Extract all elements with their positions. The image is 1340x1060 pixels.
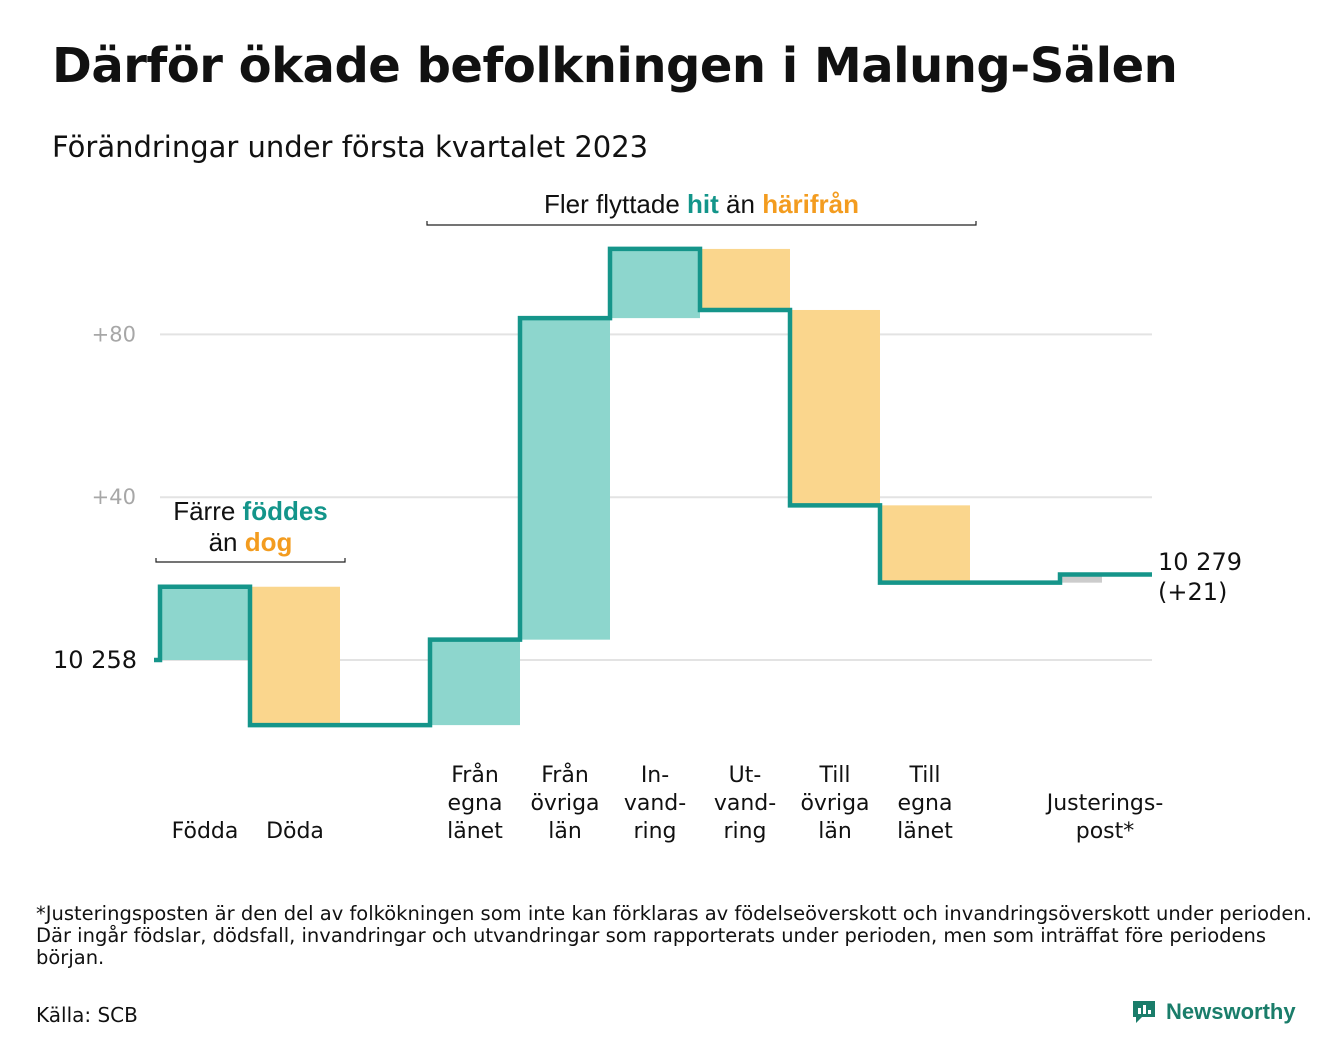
category-label: egna: [898, 791, 953, 816]
annotation-segment: härifrån: [762, 189, 859, 219]
waterfall-chart: +40 +80 Födda Döda Från egna länet Från övriga l…: [53, 189, 1242, 844]
category-label: post*: [1076, 819, 1135, 844]
start-value-label: 10 258: [53, 646, 137, 674]
cumulative-step-line: [154, 246, 1152, 728]
brand[interactable]: Newsworthy: [1130, 998, 1296, 1026]
annotation-segment: än: [719, 189, 762, 219]
category-label: Till: [818, 763, 850, 788]
category-label: vand-: [714, 791, 776, 816]
footnote: *Justeringsposten är den del av folkökni…: [36, 902, 1312, 969]
bar-outflow: [250, 586, 340, 726]
category-label: Från: [541, 762, 589, 788]
annotation-bracket: [155, 558, 346, 563]
annotation-text: än dog: [209, 527, 293, 557]
annotation-segment: Fler flyttade: [544, 189, 687, 219]
category-labels: Födda Döda Från egna länet Från övriga län In-va…: [172, 762, 1164, 844]
category-label: länet: [447, 819, 503, 844]
end-value-label: 10 279: [1158, 548, 1242, 576]
y-tick-label: +80: [92, 322, 136, 346]
bar-outflow: [700, 248, 790, 310]
annotation-segment: dog: [245, 527, 293, 557]
bars: [160, 248, 1102, 726]
category-label: länet: [897, 819, 953, 844]
bar-inflow: [520, 318, 610, 640]
annotation-text: Färre föddes: [173, 496, 328, 526]
chart-title: Därför ökade befolkningen i Malung-Sälen: [52, 38, 1178, 94]
annotation-text: Fler flyttade hit än härifrån: [544, 189, 859, 219]
bar-outflow: [880, 505, 970, 583]
source-note: Källa: SCB: [36, 1003, 138, 1027]
category-label: ring: [723, 819, 766, 844]
category-label: egna: [448, 791, 503, 816]
category-label: övriga: [530, 791, 599, 816]
newsworthy-logo-icon: [1133, 1001, 1155, 1023]
annotation-segment: föddes: [243, 496, 328, 526]
category-label: Döda: [266, 819, 324, 844]
y-tick-labels: +40 +80: [92, 322, 136, 509]
annotation-segment: Färre: [173, 496, 242, 526]
category-label: In-: [641, 763, 669, 788]
bar-adjustment: [1062, 574, 1102, 583]
category-label: län: [818, 819, 852, 844]
category-label: län: [548, 819, 582, 844]
chart-subtitle: Förändringar under första kvartalet 2023: [52, 130, 649, 164]
end-change-label: (+21): [1158, 578, 1227, 606]
category-label: Födda: [172, 819, 239, 844]
bar-inflow: [430, 639, 520, 726]
category-label: ring: [633, 819, 676, 844]
bar-inflow: [610, 248, 700, 319]
bar-outflow: [790, 309, 880, 506]
category-label: Justerings-: [1045, 791, 1164, 816]
annotation-segment: än: [209, 527, 245, 557]
category-label: vand-: [624, 791, 686, 816]
category-label: Ut-: [729, 763, 762, 788]
category-label: Till: [908, 763, 940, 788]
y-tick-label: +40: [92, 485, 136, 509]
annotation-segment: hit: [687, 189, 719, 219]
category-label: övriga: [800, 791, 869, 816]
category-label: Från: [451, 762, 499, 788]
annotation-bracket: [426, 221, 977, 226]
brand-name: Newsworthy: [1166, 999, 1296, 1024]
bar-inflow: [160, 586, 250, 660]
